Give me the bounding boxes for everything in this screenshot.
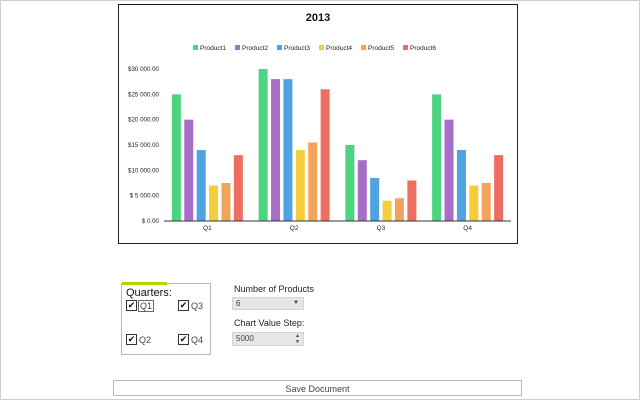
chart-title: 2013 bbox=[306, 12, 330, 24]
step-spinner[interactable]: 5000 ▲ ▼ bbox=[232, 332, 304, 346]
y-tick-label: $15 000.00 bbox=[128, 142, 160, 149]
bar bbox=[271, 79, 281, 221]
bar bbox=[233, 155, 243, 221]
products-select[interactable]: 6 ▼ bbox=[232, 297, 304, 310]
step-label: Chart Value Step: bbox=[234, 318, 305, 328]
check-icon: ✔ bbox=[126, 300, 137, 311]
bar bbox=[370, 177, 380, 221]
checkbox-q2[interactable]: ✔ Q2 bbox=[126, 334, 151, 345]
checkbox-q1-label: Q1 bbox=[137, 299, 155, 312]
x-tick-label: Q2 bbox=[290, 225, 299, 232]
legend-label: Product3 bbox=[284, 45, 310, 52]
bar bbox=[481, 183, 491, 221]
bar bbox=[469, 185, 479, 221]
bar bbox=[456, 150, 466, 221]
bar bbox=[209, 185, 219, 221]
legend-swatch bbox=[193, 45, 198, 50]
legend-label: Product5 bbox=[368, 45, 394, 52]
bar bbox=[407, 180, 417, 221]
y-tick-label: $ 0.00 bbox=[142, 218, 160, 225]
bar bbox=[345, 145, 355, 221]
group-accent-bar bbox=[122, 282, 167, 285]
bar bbox=[295, 150, 305, 221]
bar bbox=[308, 142, 318, 221]
legend-swatch bbox=[277, 45, 282, 50]
bar bbox=[258, 69, 268, 221]
spinner-down-icon[interactable]: ▼ bbox=[295, 339, 300, 345]
x-tick-label: Q1 bbox=[203, 225, 212, 232]
bar bbox=[283, 79, 293, 221]
legend-label: Product6 bbox=[410, 45, 436, 52]
y-tick-label: $30 000.00 bbox=[128, 66, 160, 73]
quarters-title: Quarters: bbox=[126, 287, 172, 299]
check-icon: ✔ bbox=[178, 300, 189, 311]
x-tick-label: Q4 bbox=[463, 225, 472, 232]
revenue-chart: 2013 Product1 Product2 Product3 Product4 Pro… bbox=[128, 12, 511, 232]
bar bbox=[171, 94, 181, 221]
bar bbox=[394, 198, 404, 221]
x-axis: Q1 Q2 Q3 Q4 bbox=[164, 220, 511, 232]
y-tick-label: $20 000.00 bbox=[128, 117, 160, 124]
checkbox-q3-label: Q3 bbox=[191, 300, 204, 311]
y-axis: $ 0.00 $ 5 000.00 $10 000.00 $15 000.00 $20 … bbox=[128, 66, 160, 225]
legend-swatch bbox=[403, 45, 408, 50]
y-tick-label: $10 000.00 bbox=[128, 167, 160, 174]
products-select-value: 6 bbox=[236, 299, 241, 308]
checkbox-q4-label: Q4 bbox=[191, 334, 204, 345]
checkbox-q1[interactable]: ✔ Q1 bbox=[126, 299, 155, 312]
legend-swatch bbox=[235, 45, 240, 50]
chevron-down-icon: ▼ bbox=[293, 300, 299, 306]
y-tick-label: $ 5 000.00 bbox=[130, 193, 160, 200]
legend-label: Product4 bbox=[326, 45, 352, 52]
checkbox-q2-label: Q2 bbox=[139, 334, 152, 345]
checkbox-q4[interactable]: ✔ Q4 bbox=[178, 334, 203, 345]
checkbox-q3[interactable]: ✔ Q3 bbox=[178, 300, 203, 311]
bar bbox=[357, 160, 367, 221]
quarters-group: Quarters: ✔ Q1 ✔ Q3 ✔ Q2 ✔ Q4 bbox=[121, 282, 211, 355]
bar bbox=[196, 150, 206, 221]
spinner-up-icon[interactable]: ▲ bbox=[295, 333, 300, 339]
legend-swatch bbox=[361, 45, 366, 50]
check-icon: ✔ bbox=[178, 334, 189, 345]
legend-swatch bbox=[319, 45, 324, 50]
step-spinner-value: 5000 bbox=[236, 334, 254, 343]
bar bbox=[221, 183, 231, 221]
bar bbox=[494, 155, 504, 221]
bar bbox=[382, 200, 392, 221]
bar bbox=[184, 119, 194, 221]
check-icon: ✔ bbox=[126, 334, 137, 345]
bar bbox=[444, 119, 454, 221]
chart-panel: 2013 Product1 Product2 Product3 Product4 Pro… bbox=[118, 4, 518, 244]
chart-legend: Product1 Product2 Product3 Product4 Product5… bbox=[193, 45, 436, 52]
y-tick-label: $25 000.00 bbox=[128, 91, 160, 98]
products-label: Number of Products bbox=[234, 284, 315, 294]
bars bbox=[171, 69, 504, 222]
legend-label: Product2 bbox=[242, 45, 268, 52]
bar bbox=[432, 94, 442, 221]
x-tick-label: Q3 bbox=[377, 225, 386, 232]
bar bbox=[320, 89, 330, 222]
save-document-button[interactable]: Save Document bbox=[113, 380, 522, 396]
legend-label: Product1 bbox=[200, 45, 226, 52]
